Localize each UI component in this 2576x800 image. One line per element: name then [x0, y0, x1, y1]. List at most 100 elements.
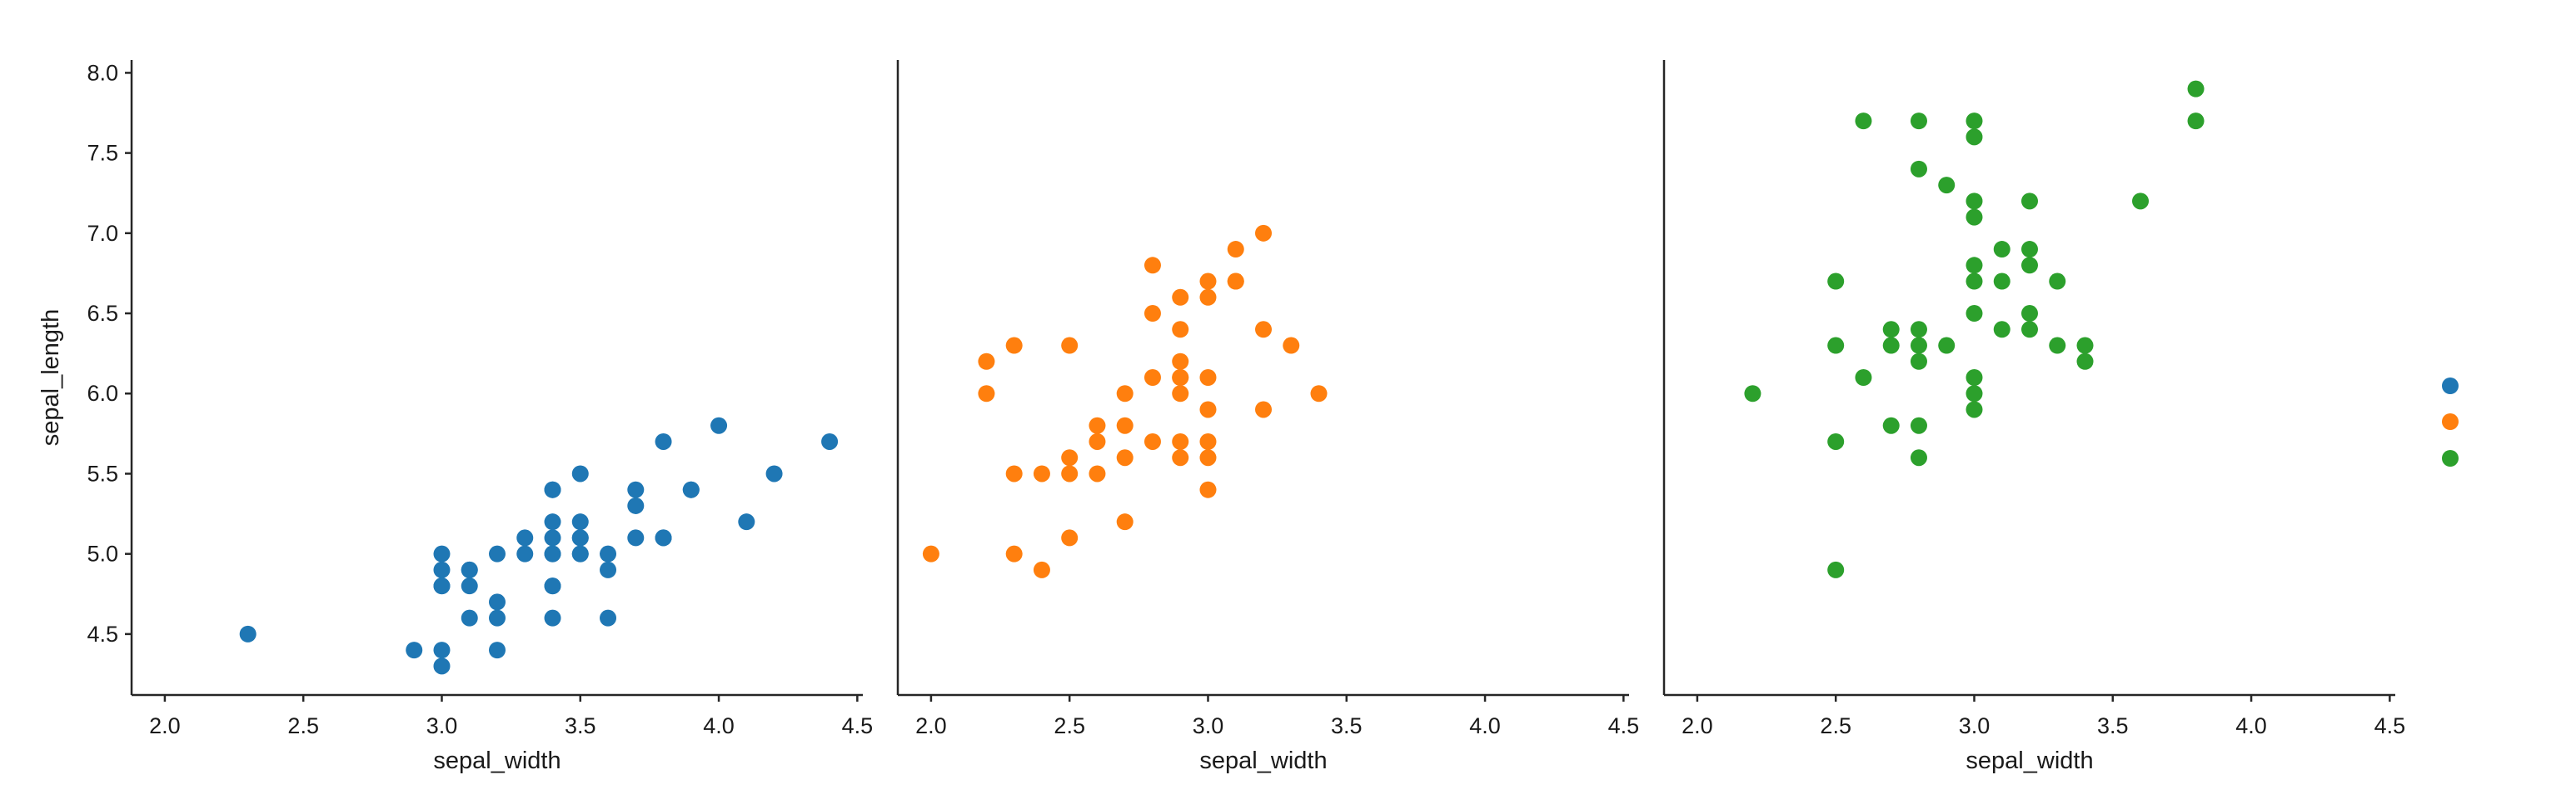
- scatter-point: [544, 609, 561, 627]
- scatter-point: [489, 642, 506, 659]
- scatter-point: [1993, 272, 2010, 290]
- scatter-point: [433, 642, 451, 659]
- scatter-point: [1744, 385, 1761, 402]
- x-tick-label: 3.5: [565, 713, 596, 738]
- scatter-point: [1061, 449, 1079, 467]
- scatter-point: [1910, 321, 1927, 338]
- x-tick-label: 4.0: [1469, 713, 1501, 738]
- x-tick-label: 3.0: [426, 713, 458, 738]
- scatter-point: [1172, 369, 1189, 386]
- y-tick-label: 4.5: [87, 622, 118, 647]
- x-tick-label: 2.0: [1682, 713, 1713, 738]
- y-axis-label: sepal_length: [37, 309, 64, 446]
- scatter-point: [2049, 337, 2066, 354]
- scatter-point: [406, 642, 423, 659]
- x-axis-label: sepal_width: [1199, 748, 1327, 774]
- scatter-point: [1827, 337, 1845, 354]
- scatter-point: [433, 545, 451, 562]
- scatter-point: [655, 529, 672, 547]
- scatter-point: [1116, 385, 1134, 402]
- x-tick-label: 2.0: [915, 713, 947, 738]
- x-tick-label: 3.0: [1193, 713, 1224, 738]
- scatter-point: [738, 513, 755, 531]
- scatter-point: [489, 593, 506, 611]
- scatter-point: [2076, 352, 2094, 370]
- scatter-point: [433, 658, 451, 675]
- scatter-point: [489, 609, 506, 627]
- y-tick-label: 8.0: [87, 60, 118, 85]
- x-tick-label: 4.5: [1608, 713, 1640, 738]
- scatter-point: [1089, 432, 1106, 450]
- facet-panel-1: 2.0 2.5 3.0 3.5 4.0 4.5 4.5 5.0 5.5 6.0 6.5 7.0 7.5 8…: [37, 60, 873, 774]
- scatter-point: [1227, 241, 1244, 258]
- legend: [2442, 378, 2459, 467]
- scatter-point: [1255, 401, 1272, 418]
- x-tick-label: 2.5: [1054, 713, 1085, 738]
- y-tick-label: 7.0: [87, 221, 118, 246]
- scatter-point: [1199, 432, 1217, 450]
- scatter-point: [1005, 465, 1023, 482]
- scatter-point: [2187, 80, 2205, 98]
- scatter-point: [2021, 257, 2038, 274]
- scatter-point: [978, 352, 995, 370]
- scatter-point: [1061, 465, 1079, 482]
- scatter-point: [1283, 337, 1300, 354]
- scatter-point: [1855, 112, 1872, 130]
- scatter-point: [2021, 192, 2038, 210]
- scatter-point: [571, 465, 589, 482]
- scatter-point: [1255, 321, 1272, 338]
- scatter-point: [1910, 352, 1927, 370]
- scatter-point: [1061, 529, 1079, 547]
- legend-marker: [2442, 450, 2459, 467]
- scatter-point: [1116, 449, 1134, 467]
- scatter-point: [1966, 272, 1983, 290]
- y-tick-label: 6.0: [87, 381, 118, 406]
- y-tick-label: 6.5: [87, 301, 118, 326]
- scatter-point: [1855, 369, 1872, 386]
- scatter-point: [1199, 401, 1217, 418]
- scatter-point: [1255, 224, 1272, 242]
- x-axis-label: sepal_width: [1966, 748, 2093, 774]
- scatter-point: [433, 561, 451, 578]
- scatter-point: [2132, 192, 2150, 210]
- legend-marker: [2442, 378, 2459, 394]
- scatter-point: [1172, 321, 1189, 338]
- scatter-point: [1993, 321, 2010, 338]
- scatter-point: [1882, 417, 1900, 434]
- x-tick-label: 3.0: [1959, 713, 1991, 738]
- scatter-point: [2021, 241, 2038, 258]
- scatter-point: [600, 545, 617, 562]
- scatter-point: [1910, 112, 1927, 130]
- scatter-point: [1199, 369, 1217, 386]
- scatter-point: [1116, 417, 1134, 434]
- scatter-point: [1966, 192, 1983, 210]
- scatter-point: [1089, 417, 1106, 434]
- scatter-point: [544, 529, 561, 547]
- scatter-point: [1199, 481, 1217, 498]
- scatter-point: [1005, 545, 1023, 562]
- scatter-point: [1910, 337, 1927, 354]
- x-tick-label: 4.0: [2235, 713, 2267, 738]
- facet-panel-2: 2.0 2.5 3.0 3.5 4.0 4.5 sepal_width: [896, 60, 1640, 774]
- scatter-point: [2021, 305, 2038, 322]
- scatter-point: [2049, 272, 2066, 290]
- scatter-point: [600, 609, 617, 627]
- scatter-point: [2021, 321, 2038, 338]
- scatter-point: [1966, 305, 1983, 322]
- scatter-point: [1882, 337, 1900, 354]
- scatter-point: [1144, 305, 1161, 322]
- scatter-point: [2076, 337, 2094, 354]
- scatter-point: [1966, 369, 1983, 386]
- scatter-point: [1227, 272, 1244, 290]
- scatter-point: [1938, 177, 1956, 194]
- scatter-point: [821, 432, 839, 450]
- x-tick-label: 4.5: [2374, 713, 2406, 738]
- scatter-point: [922, 545, 939, 562]
- scatter-point: [600, 561, 617, 578]
- scatter-point: [1116, 513, 1134, 531]
- scatter-point: [571, 513, 589, 531]
- scatter-point: [1005, 337, 1023, 354]
- x-tick-label: 2.0: [149, 713, 181, 738]
- scatter-point: [1172, 449, 1189, 467]
- scatter-point: [1172, 288, 1189, 306]
